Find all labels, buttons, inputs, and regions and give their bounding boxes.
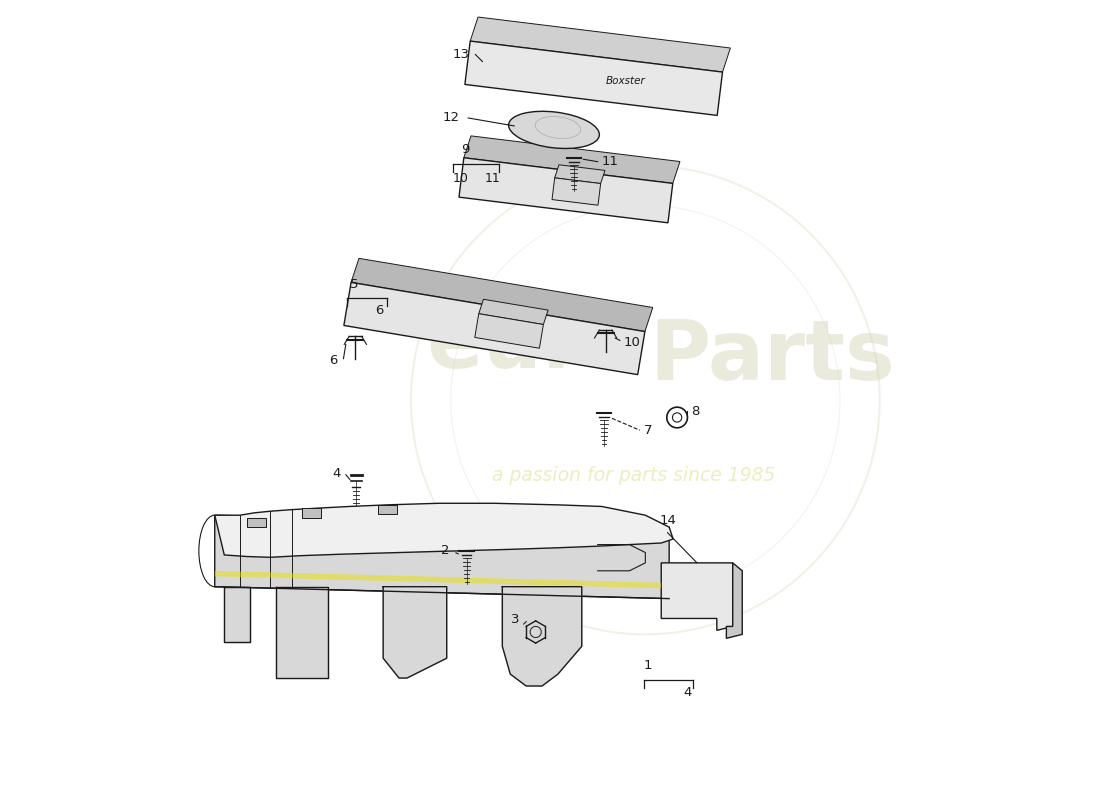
Polygon shape (552, 178, 601, 206)
Text: 3: 3 (512, 613, 520, 626)
Text: Boxster: Boxster (606, 75, 646, 86)
Polygon shape (464, 136, 680, 183)
Polygon shape (351, 258, 652, 331)
Text: 7: 7 (644, 424, 652, 437)
Polygon shape (503, 586, 582, 686)
Bar (302, 508, 321, 518)
Text: 11: 11 (602, 155, 618, 168)
Polygon shape (470, 17, 730, 72)
Polygon shape (214, 571, 661, 588)
Bar (377, 505, 397, 514)
Text: 14: 14 (659, 514, 676, 527)
Polygon shape (383, 586, 447, 678)
Text: 1: 1 (644, 659, 652, 672)
Text: 2: 2 (441, 545, 449, 558)
Text: 5: 5 (350, 278, 358, 291)
Polygon shape (214, 515, 669, 598)
Text: 11: 11 (485, 171, 501, 185)
Text: euro: euro (427, 304, 641, 385)
Text: a passion for parts since 1985: a passion for parts since 1985 (492, 466, 776, 485)
Text: 4: 4 (332, 466, 341, 479)
Polygon shape (459, 158, 673, 223)
Text: 13: 13 (452, 48, 470, 61)
Text: 12: 12 (442, 111, 459, 125)
Text: 9: 9 (461, 143, 470, 156)
Text: 10: 10 (453, 171, 469, 185)
Polygon shape (465, 41, 723, 115)
Ellipse shape (508, 111, 600, 149)
Polygon shape (344, 282, 645, 374)
Polygon shape (661, 563, 733, 630)
Text: 4: 4 (683, 686, 692, 698)
Polygon shape (554, 165, 605, 183)
Polygon shape (224, 586, 250, 642)
Bar (246, 518, 265, 527)
Polygon shape (478, 299, 548, 325)
Polygon shape (214, 503, 673, 558)
Polygon shape (276, 586, 328, 678)
Text: 6: 6 (375, 304, 384, 317)
Polygon shape (726, 563, 742, 638)
Polygon shape (475, 314, 543, 348)
Text: 6: 6 (329, 354, 337, 366)
Text: Parts: Parts (649, 316, 895, 397)
Text: 8: 8 (692, 405, 700, 418)
Text: 10: 10 (624, 336, 641, 350)
